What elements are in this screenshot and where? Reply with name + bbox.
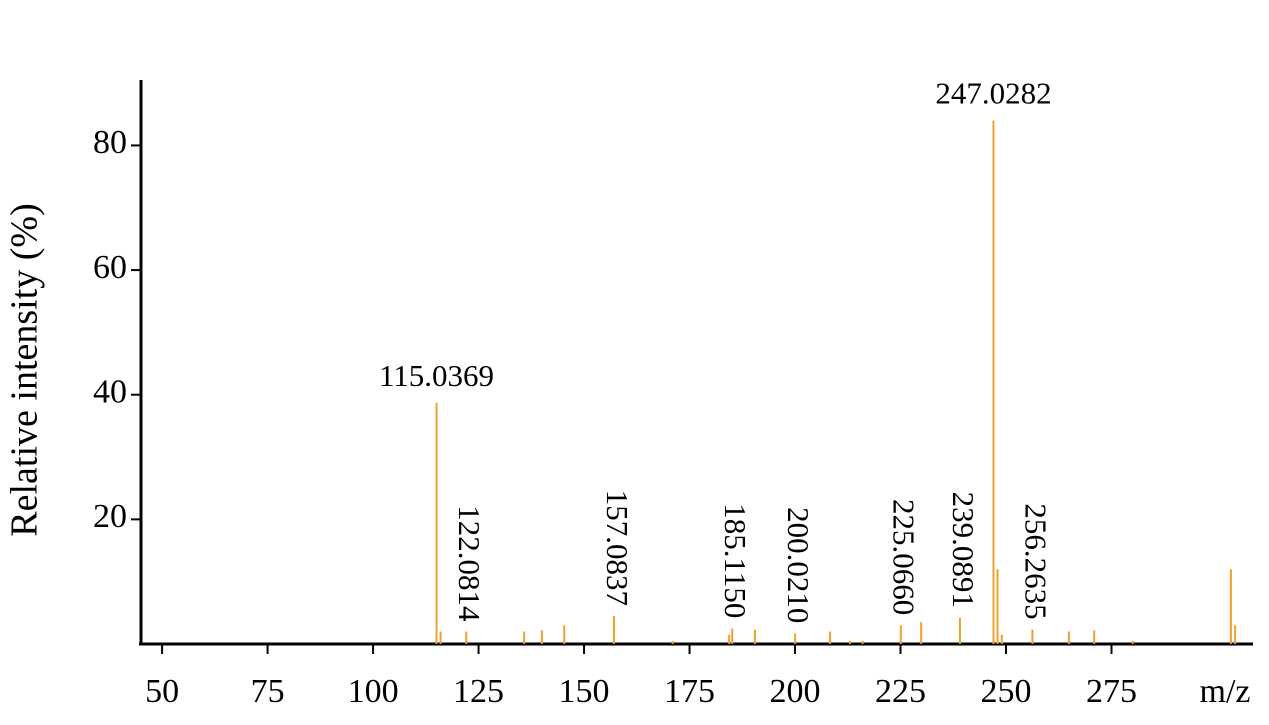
peak-label: 239.0891 [946, 492, 981, 608]
y-axis-label: Relative intensity (%) [4, 203, 46, 536]
x-tick-label: 100 [348, 673, 399, 710]
y-tick-label: 40 [93, 374, 127, 411]
x-tick-label: 50 [145, 673, 179, 710]
peak-label: 256.2635 [1018, 503, 1053, 619]
x-tick-label: 125 [453, 673, 504, 710]
y-tick-label: 80 [93, 124, 127, 161]
x-tick-label: 200 [770, 673, 821, 710]
peak-label: 122.0814 [452, 505, 487, 622]
y-tick-label: 60 [93, 249, 127, 286]
x-tick-label: 75 [251, 673, 285, 710]
x-tick-label: 250 [981, 673, 1032, 710]
peak-label: 247.0282 [935, 76, 1051, 111]
y-tick-label: 20 [93, 498, 127, 535]
peak-label: 185.1150 [718, 503, 753, 618]
peak-label: 157.0837 [600, 490, 635, 606]
x-axis-label: m/z [1200, 673, 1251, 710]
x-tick-label: 150 [559, 673, 610, 710]
peak-label: 115.0369 [379, 358, 494, 393]
x-tick-label: 225 [875, 673, 926, 710]
x-tick-label: 275 [1086, 673, 1137, 710]
peak-label: 225.0660 [887, 499, 922, 615]
peak-label: 200.0210 [781, 507, 816, 623]
x-tick-label: 175 [664, 673, 715, 710]
